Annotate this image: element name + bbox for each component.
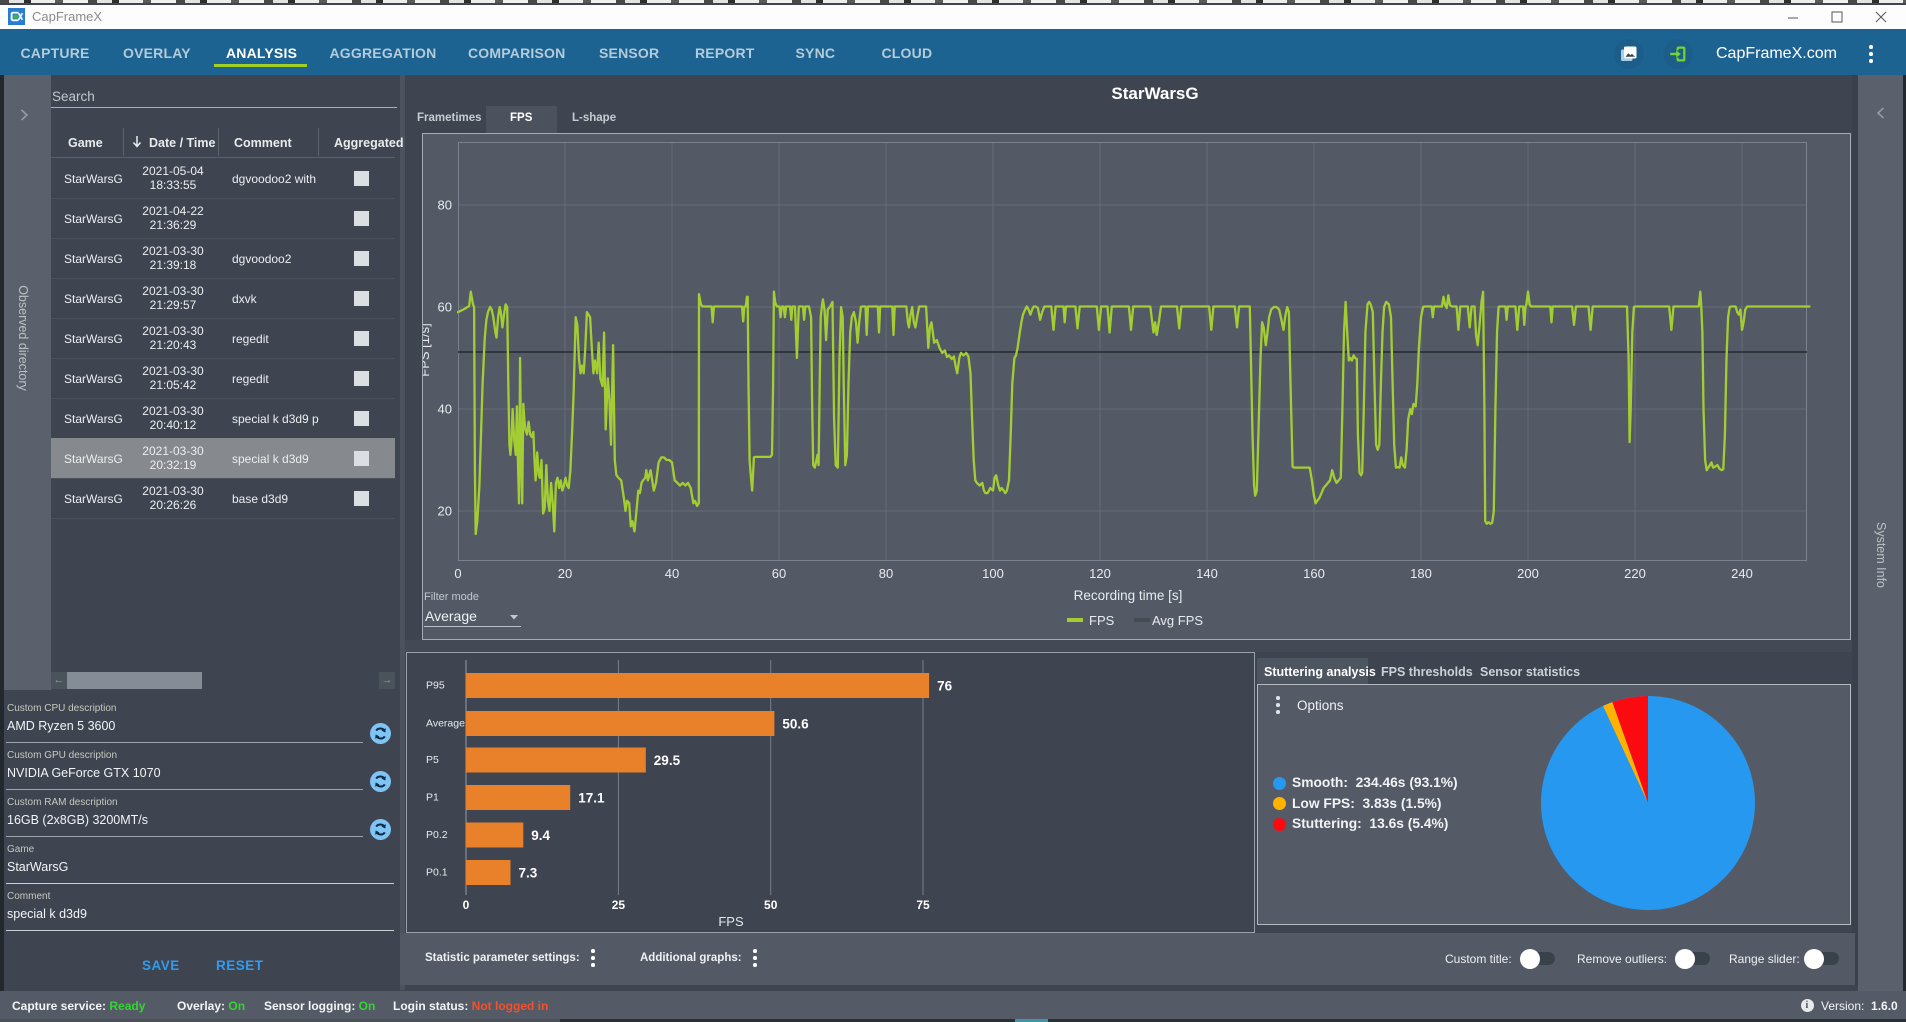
svg-text:20: 20 [558,566,572,581]
svg-text:0: 0 [463,898,470,912]
svg-text:P0.2: P0.2 [426,829,448,841]
svg-text:100: 100 [982,566,1004,581]
svg-text:140: 140 [1196,566,1218,581]
svg-text:FPS: FPS [1089,613,1115,628]
svg-text:160: 160 [1303,566,1325,581]
svg-text:200: 200 [1517,566,1539,581]
svg-text:FPS: FPS [718,914,744,929]
svg-text:Avg FPS: Avg FPS [1152,613,1203,628]
svg-text:9.4: 9.4 [531,828,550,843]
svg-text:Recording time [s]: Recording time [s] [1074,588,1183,603]
svg-text:76: 76 [937,679,953,694]
svg-text:120: 120 [1089,566,1111,581]
svg-text:180: 180 [1410,566,1432,581]
svg-text:P95: P95 [426,680,445,692]
svg-text:50: 50 [764,898,778,912]
svg-text:FPS [1/s]: FPS [1/s] [423,323,432,376]
svg-text:25: 25 [612,898,626,912]
svg-text:40: 40 [665,566,679,581]
svg-text:220: 220 [1624,566,1646,581]
svg-text:80: 80 [879,566,893,581]
svg-text:60: 60 [438,300,452,315]
svg-text:P0.1: P0.1 [426,867,448,879]
svg-text:0: 0 [454,566,461,581]
svg-text:7.3: 7.3 [519,866,538,881]
svg-text:60: 60 [772,566,786,581]
svg-text:P5: P5 [426,754,439,766]
svg-text:40: 40 [438,402,452,417]
svg-text:50.6: 50.6 [782,717,809,732]
svg-text:17.1: 17.1 [578,791,605,806]
svg-text:Average: Average [426,718,465,730]
svg-text:P1: P1 [426,792,439,804]
svg-text:80: 80 [438,198,452,213]
svg-text:20: 20 [438,504,452,519]
svg-text:75: 75 [916,898,930,912]
svg-text:240: 240 [1731,566,1753,581]
svg-text:29.5: 29.5 [654,753,681,768]
